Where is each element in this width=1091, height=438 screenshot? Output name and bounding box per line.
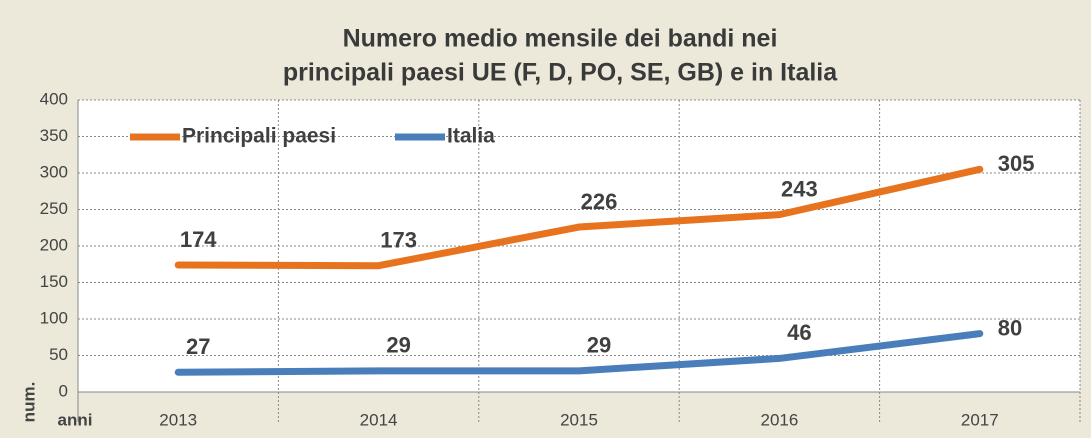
- data-label: 243: [781, 176, 818, 201]
- data-label: 27: [186, 334, 210, 359]
- x-axis-label: anni: [58, 410, 93, 429]
- y-tick-label: 0: [59, 381, 68, 400]
- y-tick-label: 150: [40, 272, 68, 291]
- data-line: [174, 165, 984, 270]
- data-label: 173: [380, 228, 417, 253]
- y-axis-label: num.: [19, 382, 38, 423]
- data-label: 174: [180, 227, 217, 252]
- x-tick-label: 2017: [961, 410, 999, 429]
- legend-label: Principali paesi: [182, 125, 336, 148]
- y-tick-label: 300: [40, 162, 68, 181]
- y-tick-label: 400: [40, 89, 68, 108]
- data-label: 305: [998, 151, 1035, 176]
- data-label: 226: [581, 189, 618, 214]
- x-tick-label: 2016: [760, 410, 798, 429]
- chart-title: Numero medio mensile dei bandi nei: [343, 25, 778, 53]
- y-tick-label: 100: [40, 308, 68, 327]
- y-tick-label: 50: [49, 345, 68, 364]
- data-label: 46: [787, 320, 811, 345]
- x-tick-label: 2013: [159, 410, 197, 429]
- x-tick-label: 2015: [560, 410, 598, 429]
- data-label: 29: [587, 333, 611, 358]
- chart-title: principali paesi UE (F, D, PO, SE, GB) e…: [283, 59, 838, 87]
- x-tick-label: 2014: [360, 410, 398, 429]
- y-tick-label: 250: [40, 199, 68, 218]
- data-label: 80: [998, 315, 1022, 340]
- data-label: 29: [386, 333, 410, 358]
- data-line: [174, 330, 984, 376]
- y-tick-label: 350: [40, 126, 68, 145]
- y-tick-label: 200: [40, 235, 68, 254]
- legend-label: Italia: [447, 125, 495, 148]
